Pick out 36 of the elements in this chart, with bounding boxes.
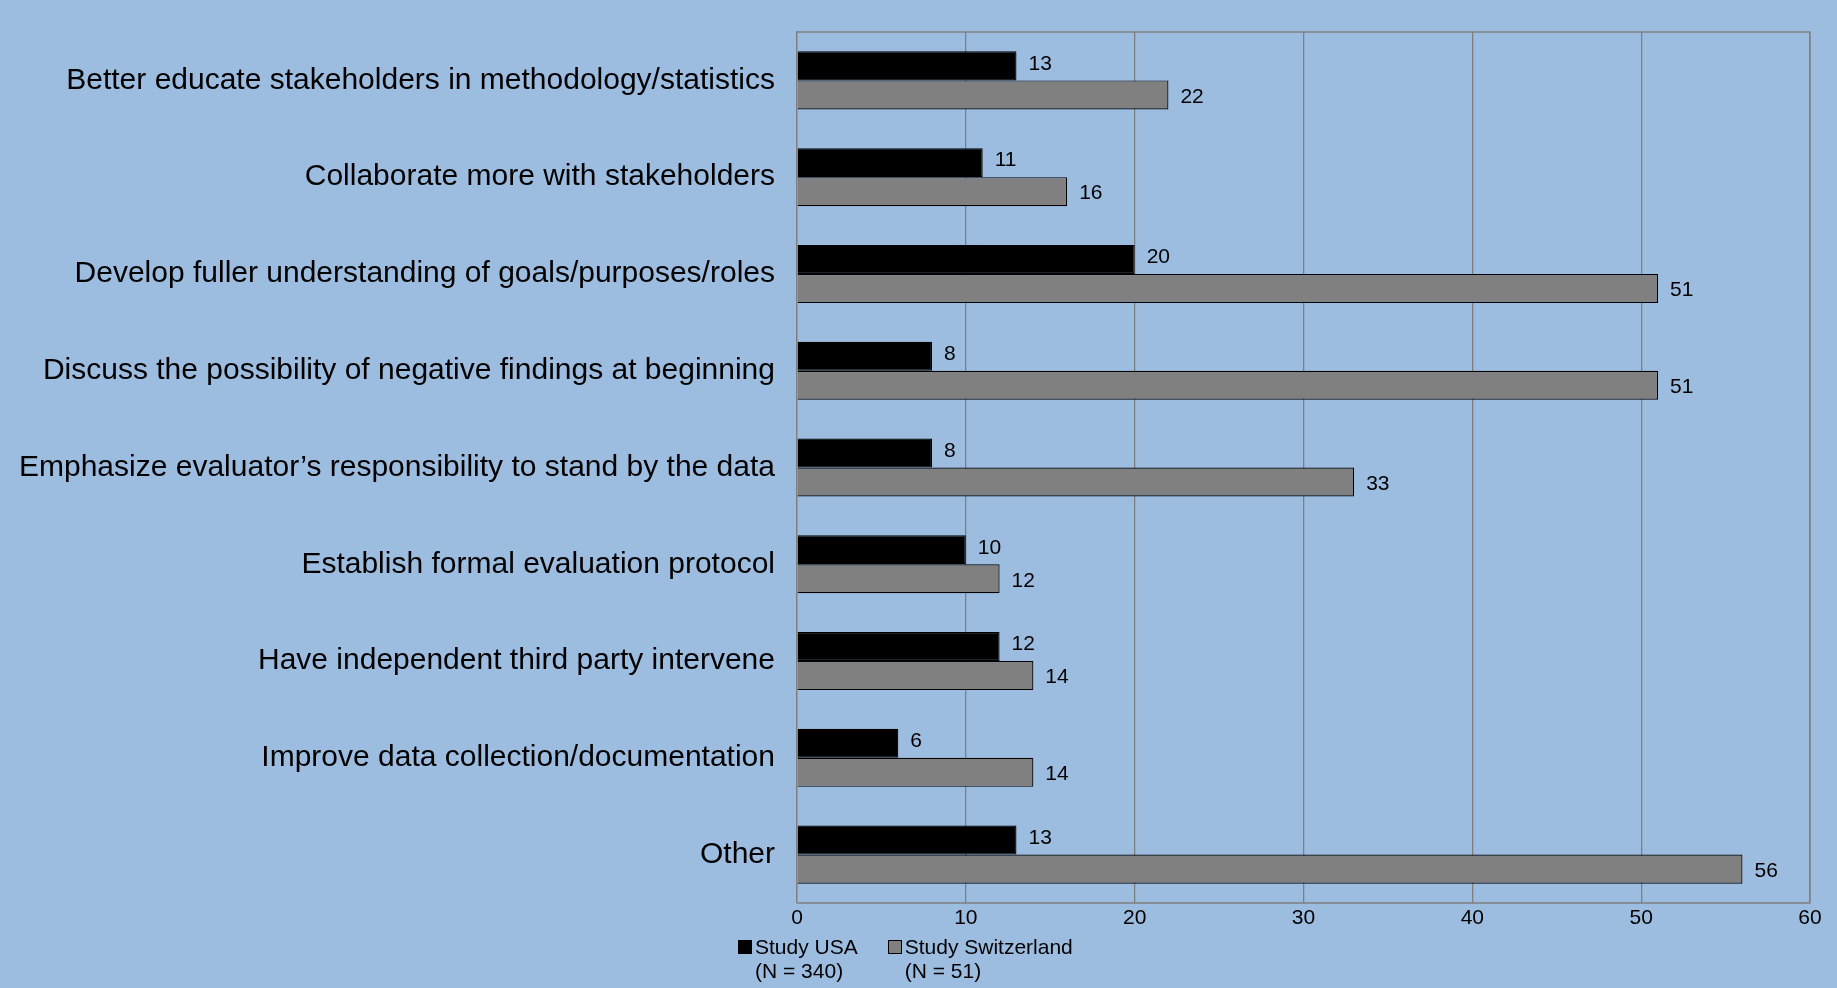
data-label: 51: [1670, 374, 1694, 398]
data-label: 6: [910, 728, 922, 752]
x-tick-label: 30: [1291, 905, 1316, 929]
x-tick-label: 50: [1629, 905, 1653, 929]
x-tick-label: 20: [1122, 905, 1147, 929]
y-tick-label: Improve data collection/documentation: [261, 739, 775, 773]
y-tick-label: Establish formal evaluation protocol: [301, 545, 775, 579]
data-label: 12: [1011, 567, 1035, 591]
data-label: 12: [1011, 631, 1035, 655]
y-tick-label: Collaborate more with stakeholders: [304, 158, 775, 192]
data-label: 51: [1670, 277, 1694, 301]
data-label: 14: [1045, 761, 1070, 785]
legend-label: Study Switzerland (N = 51): [904, 935, 1073, 983]
x-tick-label: 0: [791, 905, 803, 929]
data-label: 8: [944, 437, 956, 461]
data-label: 11: [994, 147, 1017, 171]
data-label: 22: [1180, 83, 1204, 107]
data-label: 10: [977, 534, 1002, 558]
y-tick-label: Emphasize evaluator’s responsibility to stand by the data: [18, 448, 776, 482]
data-label: 16: [1079, 180, 1103, 204]
x-tick-label: 60: [1798, 905, 1822, 929]
y-tick-label: Discuss the possibility of negative findings at beginning: [42, 351, 775, 385]
y-tick-label: Other: [699, 835, 775, 869]
data-label: 8: [944, 341, 956, 364]
data-label: 13: [1028, 824, 1052, 848]
x-tick-label: 10: [954, 905, 978, 929]
y-tick-label: Have independent third party intervene: [257, 642, 775, 676]
x-tick-label: 40: [1460, 905, 1485, 929]
data-label: 33: [1366, 470, 1390, 494]
data-label: 56: [1754, 857, 1778, 881]
data-label: 14: [1045, 664, 1070, 688]
y-tick-label: Develop fuller understanding of goals/purposes/roles: [74, 255, 775, 289]
y-tick-label: Better educate stakeholders in methodology/statistics: [66, 61, 775, 95]
data-label: 20: [1146, 244, 1171, 268]
legend-label: Study USA (N = 340): [755, 935, 858, 983]
data-label: 13: [1028, 50, 1052, 74]
